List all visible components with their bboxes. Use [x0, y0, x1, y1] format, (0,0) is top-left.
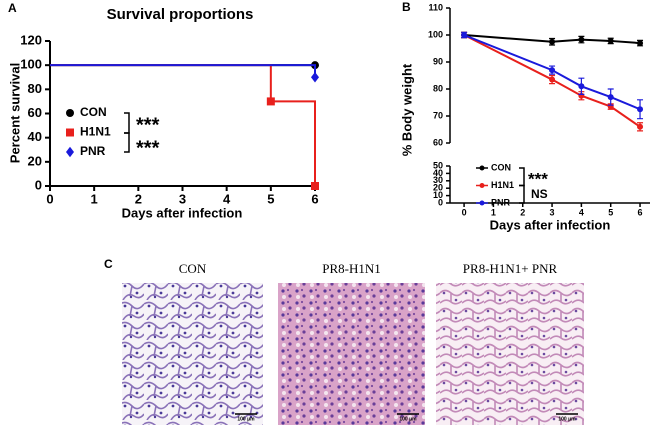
legend-label: CON — [80, 105, 107, 119]
x-axis-label: Days after infection — [490, 217, 611, 232]
x-tick-label: 1 — [491, 207, 496, 217]
annotation: *** — [528, 169, 548, 188]
x-tick-label: 3 — [179, 191, 186, 206]
x-tick-label: 3 — [550, 207, 555, 217]
legend-label: CON — [491, 162, 511, 172]
annotation: *** — [136, 137, 160, 159]
y-tick-label: 0 — [35, 177, 42, 192]
y-tick-label: 0 — [438, 197, 443, 207]
image-label: CON — [179, 261, 207, 276]
legend-marker — [479, 200, 485, 206]
x-tick-label: 0 — [462, 207, 467, 217]
panel-label: A — [8, 1, 17, 15]
legend-label: PNR — [80, 144, 106, 158]
image-label: PR8-H1N1 — [322, 261, 381, 276]
x-tick-label: 2 — [520, 207, 525, 217]
y-tick-label: 100 — [428, 29, 443, 39]
y-tick-label: 40 — [28, 129, 42, 144]
marker — [578, 36, 585, 43]
marker — [607, 37, 614, 44]
y-tick-label: 40 — [433, 168, 443, 178]
marker — [66, 109, 74, 117]
micrograph — [122, 283, 263, 425]
chart-title: Survival proportions — [107, 6, 254, 23]
y-tick-label: 60 — [28, 105, 42, 120]
scale-bar-label: 100 μm — [237, 416, 255, 422]
annotation: *** — [136, 114, 160, 136]
y-axis-label: Percent survival — [7, 63, 22, 163]
x-tick-label: 2 — [135, 191, 142, 206]
y-tick-label: 100 — [20, 57, 42, 72]
scale-bar-label: 100 μm — [558, 416, 576, 422]
marker — [549, 67, 556, 74]
bracket — [519, 184, 525, 204]
legend-label: H1N1 — [80, 125, 111, 139]
x-tick-label: 4 — [579, 207, 584, 217]
y-tick-label: 20 — [433, 183, 443, 193]
micrograph — [278, 283, 425, 425]
y-tick-label: 110 — [428, 2, 443, 12]
marker — [549, 38, 556, 45]
x-tick-label: 0 — [46, 191, 53, 206]
y-tick-label: 80 — [28, 81, 42, 96]
y-axis-label: % Body weight — [399, 63, 414, 156]
marker — [66, 146, 74, 158]
y-tick-label: 80 — [433, 83, 443, 93]
y-tick-label: 20 — [28, 153, 42, 168]
y-tick-label: 70 — [433, 110, 443, 120]
y-tick-label: 120 — [20, 32, 42, 47]
bracket — [124, 132, 130, 153]
annotation: NS — [531, 187, 548, 201]
x-tick-label: 6 — [311, 191, 318, 206]
marker — [607, 94, 614, 101]
legend-label: PNR — [491, 197, 511, 207]
marker — [461, 32, 468, 38]
marker — [637, 123, 644, 130]
legend-marker — [479, 165, 485, 171]
panel-label: C — [104, 257, 113, 271]
marker — [578, 83, 585, 90]
scale-bar-label: 100 μm — [399, 416, 417, 422]
marker — [66, 128, 74, 137]
survival-line — [50, 64, 316, 78]
micrographs: CON 100 μm PR8-H1N1 100 μm PR8-H1N1+ PNR 100 … — [122, 261, 584, 425]
x-axis-label: Days after infection — [122, 205, 243, 220]
marker — [637, 106, 644, 113]
micrograph — [436, 283, 584, 425]
bracket — [124, 112, 130, 134]
y-tick-label: 90 — [433, 56, 443, 66]
bracket — [519, 167, 525, 187]
y-tick-label: 50 — [433, 160, 443, 170]
x-tick-label: 4 — [223, 191, 231, 206]
image-label: PR8-H1N1+ PNR — [463, 261, 558, 276]
marker — [549, 76, 556, 83]
marker — [266, 97, 275, 106]
y-tick-label: 30 — [433, 175, 443, 185]
legend-marker — [479, 183, 485, 188]
legend-label: H1N1 — [491, 180, 514, 190]
x-tick-label: 5 — [267, 191, 274, 206]
x-tick-label: 1 — [91, 191, 98, 206]
x-tick-label: 5 — [608, 207, 613, 217]
y-tick-label: 10 — [433, 190, 443, 200]
y-tick-label: 60 — [433, 137, 443, 147]
panel-label: B — [402, 0, 411, 14]
x-tick-label: 6 — [638, 207, 643, 217]
marker — [311, 182, 319, 190]
marker — [311, 72, 319, 83]
marker — [637, 40, 644, 47]
